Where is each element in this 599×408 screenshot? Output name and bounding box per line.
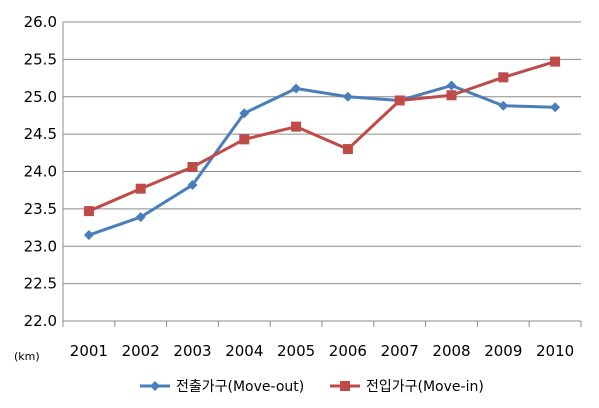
data-point (83, 230, 94, 241)
y-tick-label: 22.0 (24, 312, 57, 330)
y-tick-label: 23.0 (24, 237, 57, 255)
x-tick-label: 2006 (329, 342, 367, 360)
data-point (446, 90, 457, 101)
x-tick-label: 2004 (225, 342, 263, 360)
x-tick-label: 2009 (484, 342, 522, 360)
x-tick-label: 2005 (277, 342, 315, 360)
legend-item: 전출가구(Move-out) (140, 379, 304, 395)
data-point (550, 102, 561, 113)
axes (62, 22, 582, 327)
series-layer (83, 56, 561, 241)
legend-marker (150, 381, 160, 391)
x-tick-labels: 2001 2002 2003 2004 2005 2006 2007 2008 2009 2010 (70, 342, 574, 360)
data-point (550, 56, 561, 67)
y-tick-labels: 22.0 22.5 23.0 23.5 24.0 24.5 25.0 25.5 26.0 (24, 13, 57, 330)
data-point (239, 108, 250, 119)
series-move-in (83, 56, 561, 217)
series-move-out (83, 80, 561, 241)
legend: 전출가구(Move-out) 전입가구(Move-in) (140, 379, 484, 395)
y-tick-label: 24.5 (24, 125, 57, 143)
y-tick-label: 23.5 (24, 200, 57, 218)
y-unit-label: (km) (14, 350, 40, 363)
x-tick-label: 2008 (432, 342, 470, 360)
x-tick-label: 2010 (536, 342, 574, 360)
data-point (446, 80, 457, 91)
legend-label: 전출가구(Move-out) (176, 379, 304, 395)
data-point (83, 206, 94, 217)
data-point (187, 162, 198, 173)
data-point (498, 72, 509, 83)
series-line (88, 84, 556, 237)
x-tick-label: 2003 (173, 342, 211, 360)
x-tick-label: 2002 (122, 342, 160, 360)
data-point (187, 179, 198, 190)
data-point (291, 121, 302, 132)
legend-label: 전입가구(Move-in) (366, 379, 484, 395)
data-point (394, 95, 405, 106)
data-point (498, 100, 509, 111)
x-tick-label: 2001 (70, 342, 108, 360)
y-tick-label: 26.0 (24, 13, 57, 31)
data-point (291, 83, 302, 94)
y-tick-label: 22.5 (24, 275, 57, 293)
data-point (342, 91, 353, 102)
legend-item: 전입가구(Move-in) (330, 379, 484, 395)
series-line (88, 60, 556, 213)
data-point (239, 134, 250, 145)
data-point (135, 183, 146, 194)
legend-marker (340, 381, 350, 391)
data-point (135, 212, 146, 223)
y-tick-label: 25.5 (24, 50, 57, 68)
y-tick-label: 25.0 (24, 88, 57, 106)
x-tick-label: 2007 (381, 342, 419, 360)
data-point (342, 144, 353, 155)
y-tick-label: 24.0 (24, 163, 57, 181)
gridlines (63, 21, 581, 285)
